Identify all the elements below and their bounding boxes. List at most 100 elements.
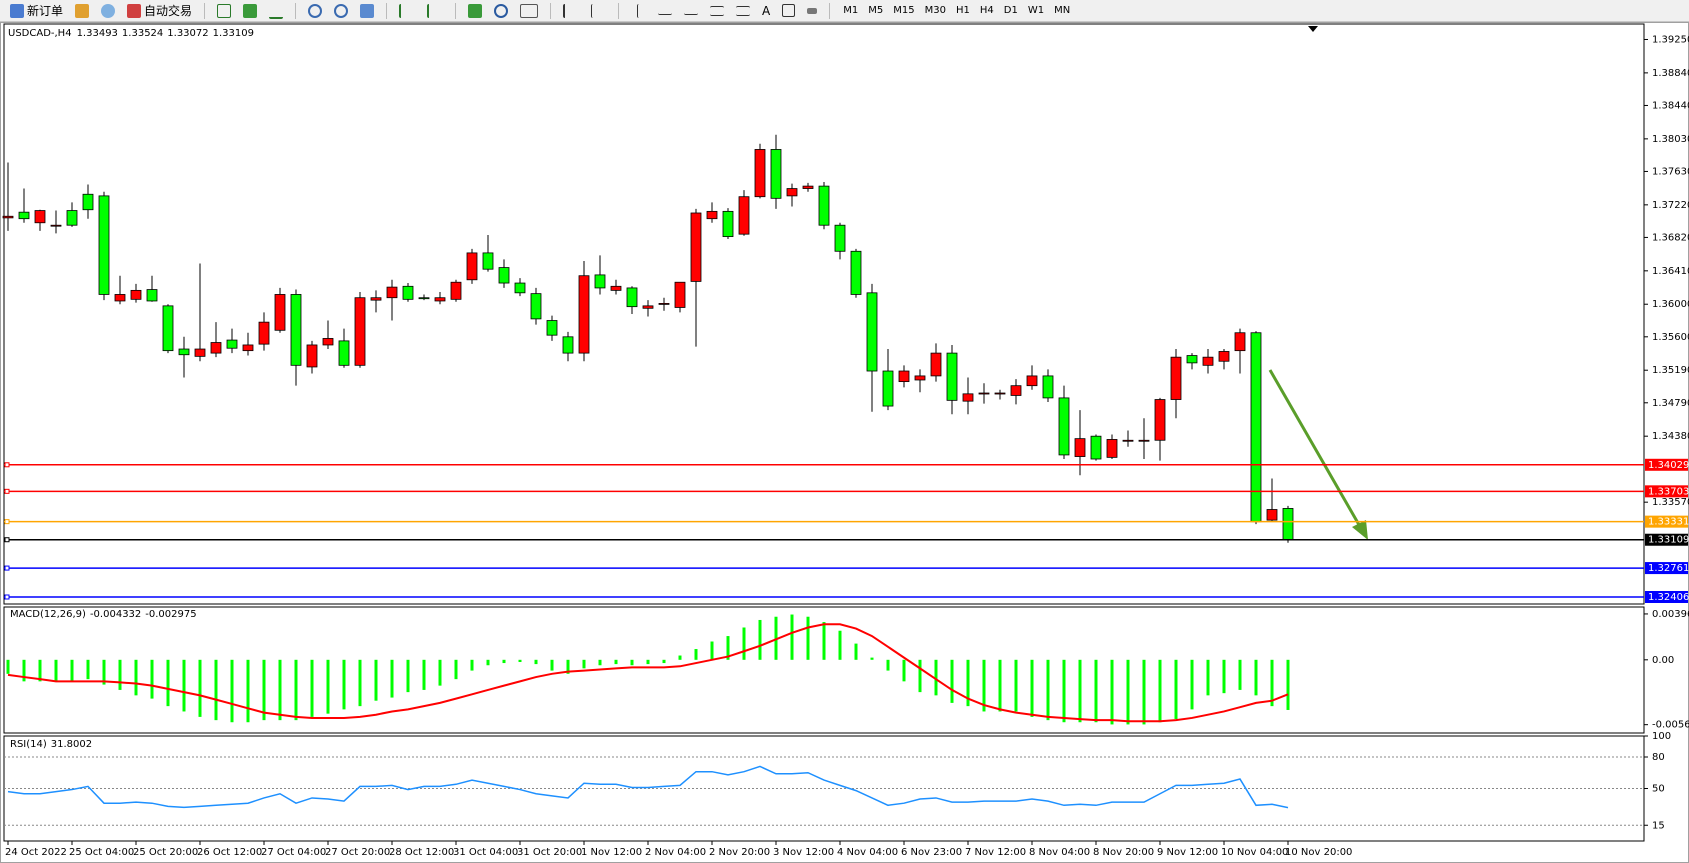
y-tick-label: 1.34790: [1652, 398, 1689, 409]
fibo-button[interactable]: [732, 2, 754, 20]
rsi-value: 31.8002: [51, 739, 92, 750]
macd-header: MACD(12,26,9) -0.004332 -0.002975: [10, 609, 197, 620]
tool-button[interactable]: [71, 2, 93, 20]
trendline-button[interactable]: [680, 2, 702, 20]
level-handle: [4, 519, 10, 525]
tool-button[interactable]: [395, 2, 419, 20]
macd-bar: [646, 659, 650, 665]
timeframe-button[interactable]: M5: [868, 5, 884, 16]
tool-button[interactable]: [265, 2, 287, 20]
candle-body: [882, 370, 894, 407]
y-tick-label: 1.38440: [1652, 100, 1689, 111]
price-level-box: [1645, 562, 1688, 575]
hline-button[interactable]: [654, 2, 676, 20]
candle-body: [210, 342, 222, 354]
periods-button[interactable]: [490, 2, 512, 20]
timeframe-button[interactable]: MN: [1054, 5, 1071, 16]
macd-bar: [1046, 659, 1050, 721]
icon: [684, 7, 699, 15]
macd-bar: [1142, 659, 1146, 725]
zoom-in-button[interactable]: [304, 2, 326, 20]
x-tick-label: 7 Nov 12:00: [965, 847, 1026, 858]
x-tick-label: 31 Oct 04:00: [453, 847, 518, 858]
candle-body: [130, 289, 142, 300]
toolbar: 新订单 自动交易 A M1 M5 M15 M30 H1 H4 D1 W1 MN: [0, 0, 1689, 22]
timeframe-button[interactable]: H4: [979, 5, 994, 16]
macd-bar: [1190, 659, 1194, 710]
text-button[interactable]: A: [758, 2, 774, 20]
macd-bar: [134, 659, 138, 696]
x-tick-label: 28 Oct 12:00: [389, 847, 454, 858]
tool-button[interactable]: [423, 2, 447, 20]
icon: [710, 5, 725, 16]
y-tick-label: 1.33570: [1652, 497, 1689, 508]
macd-bar: [150, 659, 154, 699]
symbol: USDCAD-,H4: [8, 28, 72, 39]
candle-body: [66, 210, 78, 226]
candle-body: [562, 336, 574, 354]
icon: [217, 3, 232, 18]
candle-body: [674, 281, 686, 308]
macd-bar: [470, 659, 474, 671]
timeframe-button[interactable]: D1: [1003, 5, 1018, 16]
y-tick-label: 1.37630: [1652, 166, 1689, 177]
candle-body: [754, 149, 766, 198]
macd-bar: [230, 659, 234, 723]
candle-body: [530, 293, 542, 320]
price-level-label: 1.33109: [1648, 535, 1689, 546]
timeframe-button[interactable]: M1: [843, 5, 859, 16]
icon: [360, 3, 375, 18]
level-handle: [4, 488, 10, 494]
icon: [399, 3, 415, 18]
x-tick-label: 27 Oct 04:00: [261, 847, 326, 858]
icon: [10, 3, 24, 18]
x-tick-label: 9 Nov 12:00: [1157, 847, 1218, 858]
cursor-button[interactable]: [559, 2, 583, 20]
tile-button[interactable]: [356, 2, 378, 20]
candle-body: [34, 210, 46, 224]
price-level-box: [1645, 590, 1688, 603]
separator: [550, 2, 552, 19]
zoom-out-button[interactable]: [330, 2, 352, 20]
macd-bar: [518, 659, 522, 663]
tool-button[interactable]: [97, 2, 119, 20]
macd-value: -0.004332: [90, 609, 141, 620]
candle-body: [386, 286, 398, 299]
chart-window: USDCAD-,H4 1.33493 1.33524 1.33072 1.33109 M…: [0, 22, 1689, 863]
icon: [75, 3, 90, 18]
candle-body: [18, 211, 30, 220]
new-order-button[interactable]: 新订单: [6, 2, 67, 20]
candle-body: [1250, 332, 1262, 523]
macd-bar: [950, 659, 954, 703]
arrows-button[interactable]: [803, 2, 821, 20]
candle-body: [1042, 375, 1054, 399]
tool-button[interactable]: [213, 2, 235, 20]
x-tick-label: 24 Oct 2022: [5, 847, 67, 858]
candle-body: [482, 252, 494, 270]
candle-body: [226, 339, 238, 349]
auto-trading-button[interactable]: 自动交易: [123, 2, 196, 20]
timeframe-button[interactable]: M30: [924, 5, 946, 16]
timeframe-button[interactable]: H1: [955, 5, 970, 16]
macd-bar: [1030, 659, 1034, 717]
timeframe-button[interactable]: M15: [893, 5, 915, 16]
channel-button[interactable]: [706, 2, 728, 20]
icon: [563, 3, 579, 18]
timeframe-button[interactable]: W1: [1027, 5, 1045, 16]
candle-body: [1122, 439, 1134, 442]
macd-bar: [326, 659, 330, 714]
x-tick-label: 25 Oct 20:00: [133, 847, 198, 858]
macd-bar: [342, 659, 346, 710]
price-level-label: 1.33703: [1648, 486, 1689, 497]
templates-button[interactable]: [516, 2, 542, 20]
label-button[interactable]: [778, 2, 799, 20]
macd-bar: [22, 659, 26, 682]
indicators-button[interactable]: [464, 2, 486, 20]
vline-button[interactable]: [627, 2, 650, 20]
tool-button[interactable]: [239, 2, 261, 20]
candle-body: [818, 185, 830, 226]
price-level-box: [1645, 485, 1688, 498]
y-tick-label: 0.003961: [1652, 609, 1689, 620]
crosshair-button[interactable]: [587, 2, 610, 20]
